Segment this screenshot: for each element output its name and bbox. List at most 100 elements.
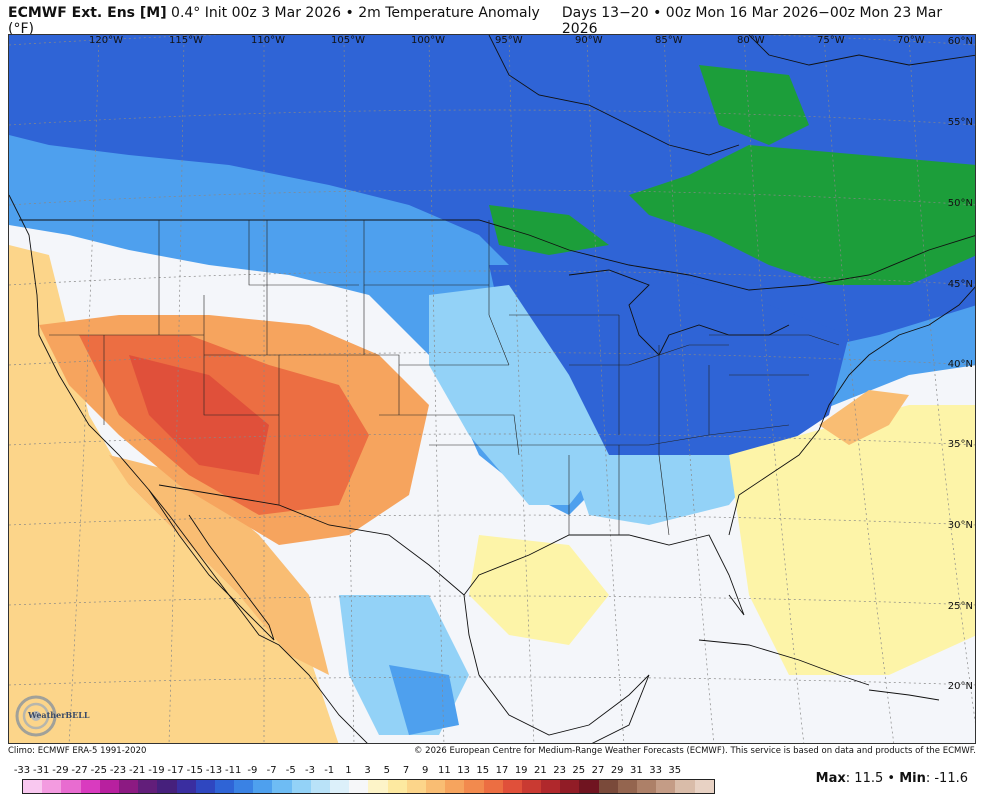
lon-label: 120°W (89, 35, 123, 46)
colorbar-label: -1 (324, 765, 335, 776)
colorbar-label: 11 (438, 765, 451, 776)
colorbar-label: 33 (649, 765, 662, 776)
colorbar-cell (502, 780, 522, 793)
colorbar-cell (42, 780, 62, 793)
colorbar-label: -27 (71, 765, 88, 776)
colorbar-label: -29 (52, 765, 69, 776)
hudson-bay (488, 35, 740, 156)
colorbar-labels: -33 -31 -29 -27 -25 -23 -21 -19 -17 -15 -13 -11 -9 -7… (14, 765, 704, 779)
lat-label: 40°N (947, 359, 973, 370)
colorbar-cell (291, 780, 311, 793)
colorbar-cell (23, 780, 43, 793)
state-lines (49, 220, 840, 536)
colorbar-cell (253, 780, 273, 793)
colorbar-label: 35 (668, 765, 682, 776)
us-mexico-border (158, 484, 465, 596)
baja-peninsula (148, 489, 275, 641)
color-legend: -33 -31 -29 -27 -25 -23 -21 -19 -17 -15 -13 -11 -9 -7… (14, 765, 715, 805)
colorbar-label: 23 (553, 765, 566, 776)
lon-label: 90°W (575, 35, 603, 46)
colorbar-cell (349, 780, 369, 793)
colorbar-label: -9 (247, 765, 258, 776)
colorbar-label: -3 (305, 765, 315, 776)
colorbar-cell (80, 780, 100, 793)
colorbar-cell (61, 780, 81, 793)
map-header: ECMWF Ext. Ens [M] 0.4° Init 00z 3 Mar 2… (8, 5, 976, 37)
colorbar-cell (425, 780, 446, 793)
graticule (9, 35, 975, 743)
colorbar-label: 17 (495, 765, 509, 776)
cuba (698, 639, 870, 686)
max-min-readout: Max: 11.5 • Min: -11.6 (816, 771, 968, 786)
colorbar-cell (176, 780, 196, 793)
min-value: : -11.6 (925, 771, 968, 786)
colorbar-cell (464, 780, 484, 793)
latitude-labels: 60°N 55°N 50°N 45°N 40°N 35°N 30°N 25°N … (939, 35, 973, 743)
mexico-east-coast (463, 594, 650, 743)
lat-label: 30°N (947, 520, 973, 531)
colorbar-label: -15 (186, 765, 203, 776)
colorbar-label: 25 (572, 765, 586, 776)
lon-label: 75°W (817, 35, 845, 46)
west-coast (9, 194, 368, 743)
max-label: Max (815, 771, 846, 786)
hispaniola (868, 689, 940, 701)
model-details: 0.4° Init 00z 3 Mar 2026 • 2m Temperatur… (8, 5, 540, 37)
lat-label: 55°N (947, 117, 973, 128)
colorbar-label: -13 (205, 765, 223, 776)
colorbar-label: 15 (476, 765, 490, 776)
colorbar-label: -23 (109, 765, 127, 776)
min-label: Min (899, 771, 926, 786)
colorbar-cell (637, 780, 657, 793)
lat-label: 50°N (947, 198, 973, 209)
colorbar-cell (560, 780, 580, 793)
colorbar-label: 27 (591, 765, 605, 776)
separator: • (883, 771, 900, 786)
colorbar-label: -17 (167, 765, 184, 776)
swirl-logo-icon (15, 695, 57, 737)
colorbar-label: 29 (610, 765, 624, 776)
lon-label: 85°W (655, 35, 683, 46)
lat-label: 20°N (947, 681, 973, 692)
colorbar-strip (22, 779, 715, 794)
colorbar-label: -25 (90, 765, 107, 776)
colorbar-cell (138, 780, 158, 793)
lat-label: 60°N (947, 36, 973, 47)
lon-label: 110°W (251, 35, 285, 46)
colorbar-label: -31 (33, 765, 50, 776)
atlantic-warm-anomaly (819, 390, 909, 445)
map-title: ECMWF Ext. Ens [M] 0.4° Init 00z 3 Mar 2… (8, 5, 562, 37)
colorbar-cell (694, 780, 714, 793)
colorbar-label: 3 (364, 765, 371, 776)
colorbar-cell (598, 780, 618, 793)
gulf-coast (463, 534, 745, 616)
colorbar-cell (617, 780, 637, 793)
lon-label: 100°W (411, 35, 445, 46)
colorbar-cell (387, 780, 407, 793)
colorbar-cell (195, 780, 215, 793)
colorbar-cell (157, 780, 177, 793)
colorbar-cell (579, 780, 599, 793)
colorbar-cell (406, 780, 426, 793)
colorbar-label: -19 (148, 765, 165, 776)
colorbar-cell (272, 780, 292, 793)
anomaly-map: 120°W 115°W 110°W 105°W 100°W 95°W 90°W … (8, 34, 976, 744)
colorbar-label: 5 (383, 765, 390, 776)
colorbar-cell (330, 780, 350, 793)
pacific-warm-anomaly (9, 245, 339, 743)
colorbar-cell (310, 780, 330, 793)
longitude-labels: 120°W 115°W 110°W 105°W 100°W 95°W 90°W … (9, 35, 975, 49)
weatherbell-logo: WeatherBELL (14, 694, 90, 738)
model-name: ECMWF Ext. Ens [M] (8, 5, 167, 21)
colorbar-cell (99, 780, 119, 793)
colorbar-label: 21 (534, 765, 547, 776)
colorbar-label: -21 (129, 765, 146, 776)
climo-note: Climo: ECMWF ERA-5 1991-2020 (8, 746, 147, 756)
map-footer: Climo: ECMWF ERA-5 1991-2020 © 2026 Euro… (8, 746, 976, 758)
colorbar-label: -5 (285, 765, 296, 776)
lat-label: 35°N (947, 439, 973, 450)
colorbar-cell (675, 780, 695, 793)
colorbar-cell (541, 780, 561, 793)
colorbar-cell (118, 780, 139, 793)
colorbar-label: 31 (630, 765, 643, 776)
